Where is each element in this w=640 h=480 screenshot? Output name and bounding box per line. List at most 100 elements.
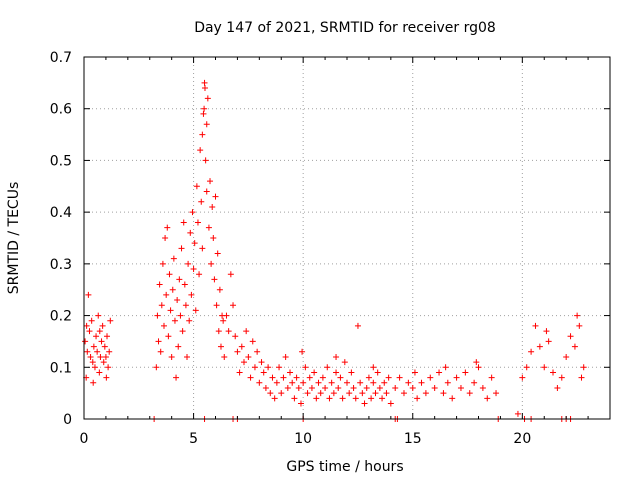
data-point xyxy=(170,255,177,262)
data-point xyxy=(328,379,335,386)
data-point xyxy=(106,348,113,355)
data-point xyxy=(326,395,333,402)
data-point xyxy=(217,343,224,350)
data-point xyxy=(103,374,110,381)
data-point xyxy=(300,379,307,386)
data-point xyxy=(236,369,243,376)
data-point xyxy=(523,364,530,371)
data-point xyxy=(232,333,239,340)
data-point xyxy=(466,390,473,397)
x-tick-label: 15 xyxy=(404,431,422,447)
data-point xyxy=(85,291,92,298)
data-point xyxy=(225,328,232,335)
y-tick-label: 0.6 xyxy=(50,102,72,118)
data-point xyxy=(387,400,394,407)
data-point xyxy=(197,147,204,154)
data-point xyxy=(189,209,196,216)
data-point xyxy=(173,374,180,381)
data-point xyxy=(89,359,96,366)
data-point xyxy=(295,384,302,391)
axis-ticks xyxy=(83,56,610,420)
data-point xyxy=(177,312,184,319)
data-point xyxy=(543,328,550,335)
data-point xyxy=(184,353,191,360)
data-point xyxy=(308,384,315,391)
data-point xyxy=(205,224,212,231)
data-point xyxy=(243,328,250,335)
data-point xyxy=(169,286,176,293)
data-point xyxy=(333,353,340,360)
data-point xyxy=(167,307,174,314)
y-tick-label: 0.5 xyxy=(50,153,72,169)
data-point xyxy=(82,338,89,345)
data-point xyxy=(251,364,258,371)
data-point xyxy=(185,260,192,267)
data-point xyxy=(249,338,256,345)
data-point xyxy=(230,302,237,309)
data-point xyxy=(154,312,161,319)
x-tick-label: 10 xyxy=(294,431,312,447)
data-point xyxy=(240,359,247,366)
data-point xyxy=(385,374,392,381)
y-axis-title: SRMTID / TECUs xyxy=(6,182,22,295)
data-point xyxy=(212,193,219,200)
data-point xyxy=(194,219,201,226)
data-point xyxy=(405,379,412,386)
data-point xyxy=(304,390,311,397)
data-point xyxy=(354,322,361,329)
data-point xyxy=(158,302,165,309)
y-tick-label: 0.2 xyxy=(50,309,72,325)
data-point xyxy=(335,384,342,391)
data-point xyxy=(280,374,287,381)
data-point xyxy=(104,333,111,340)
data-point xyxy=(574,312,581,319)
data-point xyxy=(201,79,208,86)
data-point xyxy=(431,384,438,391)
data-point xyxy=(372,390,379,397)
data-point xyxy=(350,384,357,391)
data-point xyxy=(359,390,366,397)
y-tick-label: 0.1 xyxy=(50,360,72,376)
data-point xyxy=(265,364,272,371)
data-point xyxy=(193,183,200,190)
x-tick-label: 20 xyxy=(513,431,531,447)
data-point xyxy=(317,390,324,397)
data-point xyxy=(370,364,377,371)
data-point xyxy=(198,198,205,205)
data-point xyxy=(302,364,309,371)
data-point xyxy=(160,322,167,329)
data-point xyxy=(444,379,451,386)
x-tick-label: 5 xyxy=(189,431,198,447)
data-point xyxy=(191,240,198,247)
data-point xyxy=(282,353,289,360)
data-point xyxy=(214,250,221,257)
data-point xyxy=(101,343,108,350)
data-point xyxy=(178,245,185,252)
data-point xyxy=(192,307,199,314)
data-point xyxy=(227,271,234,278)
y-tick-label: 0 xyxy=(63,412,72,428)
data-point xyxy=(306,374,313,381)
data-point xyxy=(400,390,407,397)
data-point xyxy=(311,369,318,376)
data-point xyxy=(337,374,344,381)
data-point xyxy=(346,390,353,397)
data-point xyxy=(99,322,106,329)
data-point xyxy=(440,390,447,397)
data-point xyxy=(330,390,337,397)
data-point xyxy=(357,379,364,386)
data-point xyxy=(153,364,160,371)
data-point xyxy=(558,374,565,381)
data-point xyxy=(363,384,370,391)
data-point xyxy=(457,384,464,391)
data-point xyxy=(396,374,403,381)
data-point xyxy=(164,224,171,231)
data-point xyxy=(254,348,261,355)
data-point xyxy=(370,379,377,386)
data-point xyxy=(532,322,539,329)
data-point xyxy=(97,353,104,360)
data-point xyxy=(102,353,109,360)
data-point xyxy=(199,131,206,138)
data-point xyxy=(175,343,182,350)
